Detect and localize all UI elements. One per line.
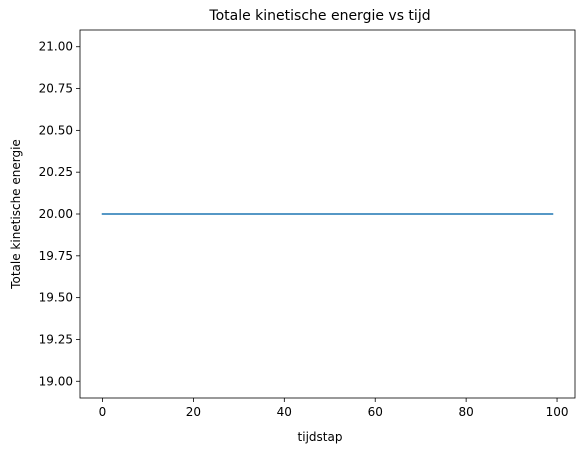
y-tick-label: 19.75 bbox=[39, 249, 73, 263]
y-tick-label: 21.00 bbox=[39, 40, 73, 54]
x-tick-label: 40 bbox=[277, 405, 292, 419]
y-tick-label: 20.75 bbox=[39, 82, 73, 96]
chart-title: Totale kinetische energie vs tijd bbox=[208, 8, 430, 24]
x-tick-label: 80 bbox=[458, 405, 473, 419]
y-tick-label: 20.50 bbox=[39, 123, 73, 137]
y-axis: 19.00 19.25 19.50 19.75 20.00 20.25 20.50 20.75… bbox=[39, 40, 80, 388]
plot-area bbox=[79, 29, 576, 399]
x-tick-label: 0 bbox=[99, 405, 107, 419]
x-axis-title: tijdstap bbox=[298, 430, 343, 444]
x-tick-label: 20 bbox=[186, 405, 201, 419]
y-tick-label: 19.00 bbox=[39, 374, 73, 388]
y-tick-label: 19.50 bbox=[39, 291, 73, 305]
y-tick-label: 20.25 bbox=[39, 165, 73, 179]
y-axis-title: Totale kinetische energie bbox=[9, 139, 23, 290]
x-tick-label: 60 bbox=[368, 405, 383, 419]
y-tick-label: 19.25 bbox=[39, 332, 73, 346]
x-axis: 0 20 40 60 80 100 bbox=[99, 398, 569, 419]
x-tick-label: 100 bbox=[546, 405, 569, 419]
y-tick-label: 20.00 bbox=[39, 207, 73, 221]
